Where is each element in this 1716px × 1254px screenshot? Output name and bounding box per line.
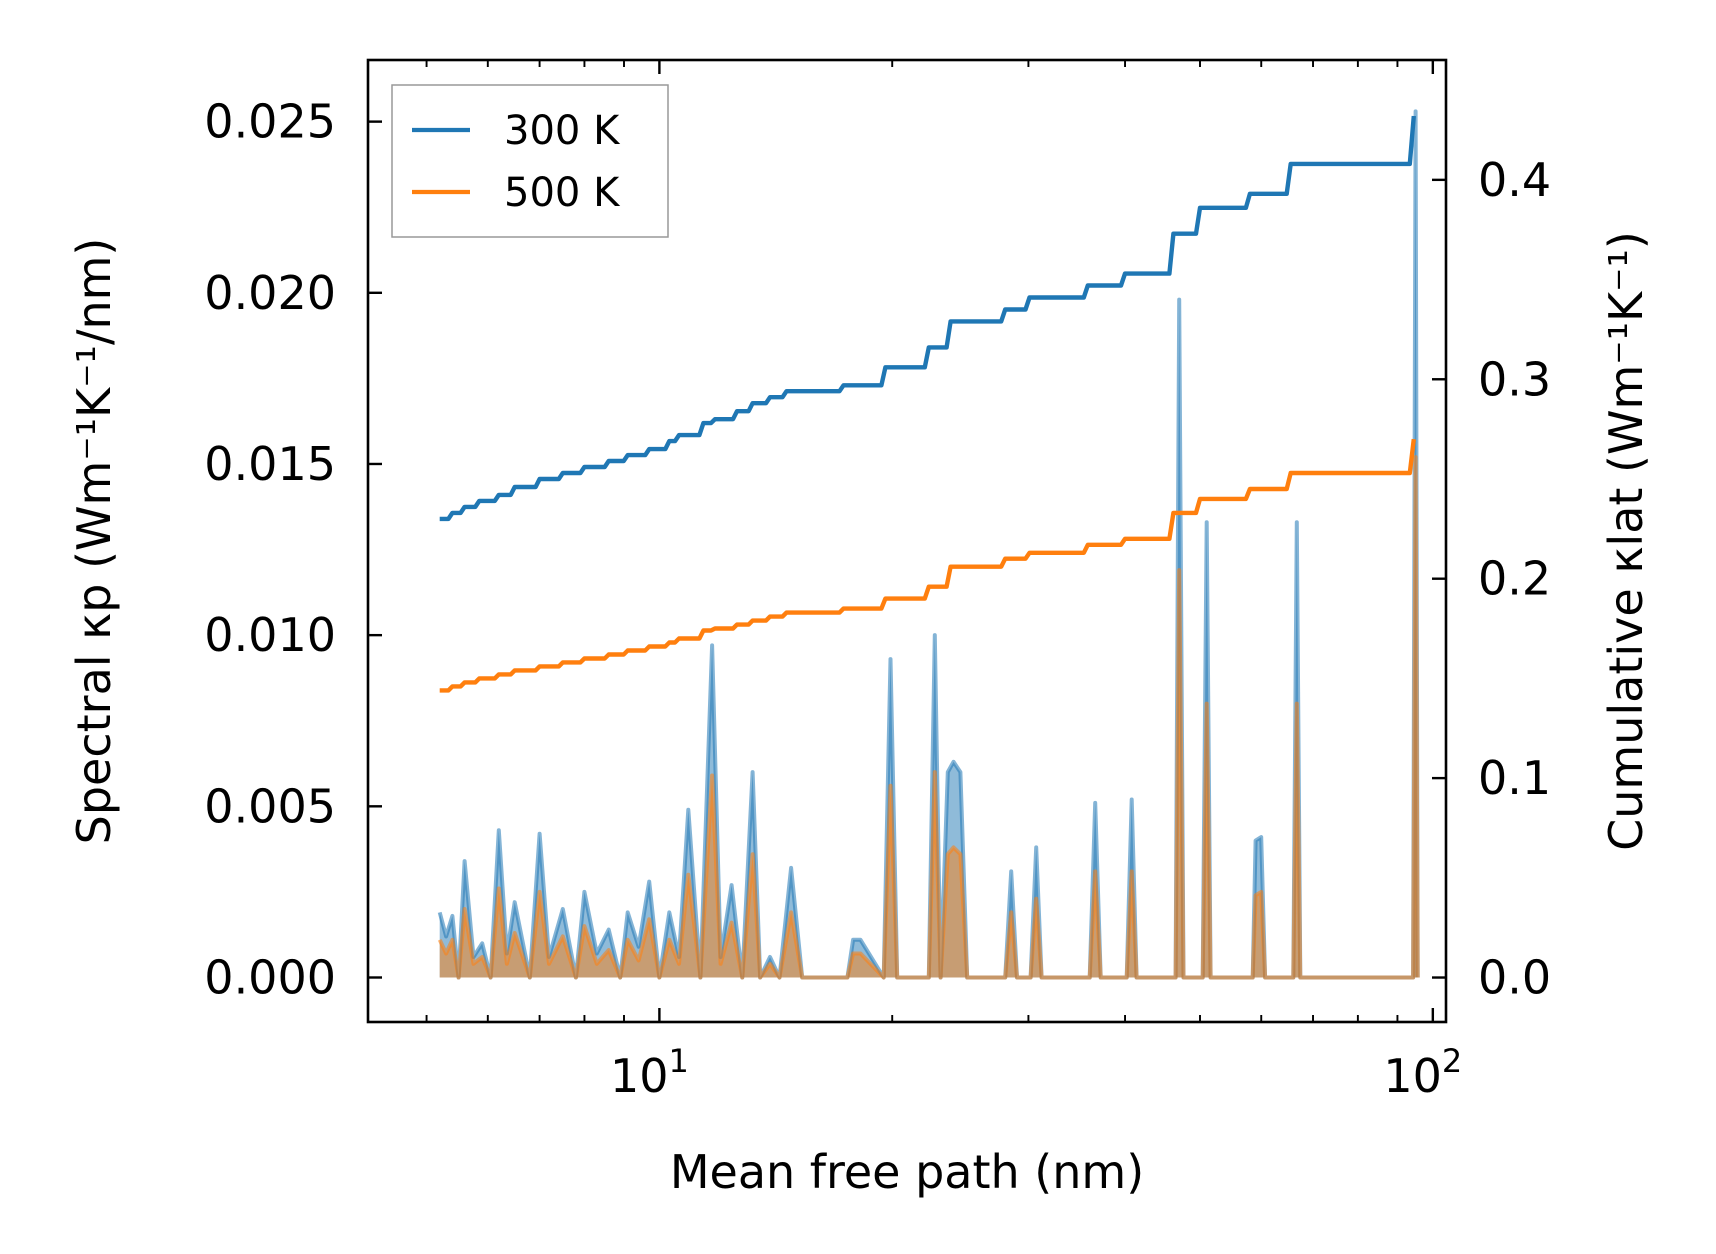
spectral-fill-300k xyxy=(439,111,1418,978)
spectral-fills xyxy=(439,111,1418,978)
plot-frame xyxy=(366,58,1448,1024)
y-left-tick-label: 0.005 xyxy=(204,779,336,833)
y-right-tick-label: 0.4 xyxy=(1478,153,1551,207)
y-right-tick-label: 0.2 xyxy=(1478,552,1551,606)
y-axis-left-label: Spectral κp (Wm⁻¹K⁻¹/nm) xyxy=(67,238,121,845)
axis-ticks xyxy=(368,60,1446,1022)
legend-label-500k: 500 K xyxy=(504,170,621,216)
spectral-line-500k xyxy=(437,455,1420,980)
y-left-tick-label: 0.025 xyxy=(204,95,336,149)
x-tick-label: 102 xyxy=(1383,1042,1462,1103)
legend: 300 K 500 K xyxy=(391,84,669,238)
y-left-tick-label: 0.010 xyxy=(204,608,336,662)
y-left-tick-label: 0.020 xyxy=(204,266,336,320)
tick-labels: 101 102 0.000 0.005 0.010 0.015 0.020 0.025 0.0 0… xyxy=(204,95,1551,1103)
y-right-tick-label: 0.3 xyxy=(1478,352,1551,406)
y-right-tick-label: 0.0 xyxy=(1478,951,1551,1005)
cumulative-line-300k xyxy=(439,115,1416,522)
y-left-tick-label: 0.015 xyxy=(204,437,336,491)
plot-lines xyxy=(437,109,1420,980)
y-left-tick-label: 0.000 xyxy=(204,950,336,1004)
spectral-line-300k xyxy=(437,109,1420,980)
x-axis-label: Mean free path (nm) xyxy=(670,1145,1144,1199)
cumulative-line-500k xyxy=(439,438,1416,693)
legend-label-300k: 300 K xyxy=(504,108,621,154)
y-right-tick-label: 0.1 xyxy=(1478,751,1551,805)
legend-box xyxy=(391,84,669,238)
x-tick-label: 101 xyxy=(610,1042,689,1103)
y-axis-right-label: Cumulative κlat (Wm⁻¹K⁻¹) xyxy=(1599,231,1653,851)
